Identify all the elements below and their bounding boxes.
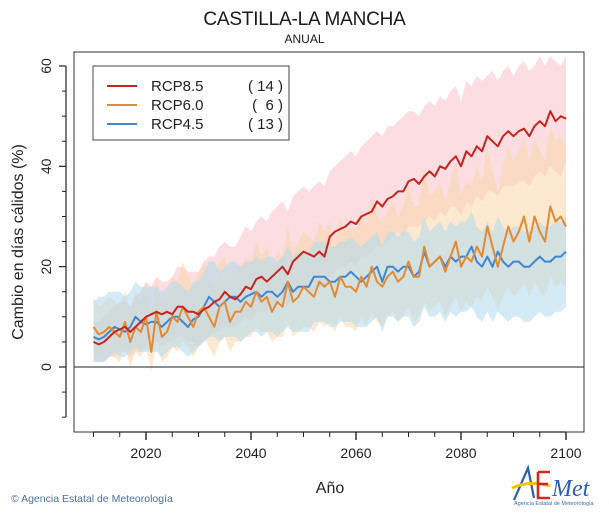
copyright-icon: ©: [11, 493, 19, 505]
y-axis-label: Cambio en días cálidos (%): [10, 144, 27, 340]
x-tick-label: 2080: [445, 445, 476, 461]
x-tick-label: 2100: [550, 445, 581, 461]
legend: RCP8.5 ( 14 ) RCP6.0 ( 6 ) RCP4.5 ( 13 ): [92, 65, 290, 141]
legend-label-rcp85: RCP8.5: [151, 78, 204, 95]
legend-count-rcp85: ( 14 ): [248, 78, 283, 95]
x-tick-label: 2020: [130, 445, 161, 461]
x-tick-label: 2060: [340, 445, 371, 461]
line-rcp60: [92, 205, 567, 353]
y-tick-label: 20: [38, 259, 54, 275]
chart-title: CASTILLA-LA MANCHA: [203, 9, 406, 30]
y-tick-label: 40: [38, 158, 54, 174]
x-axis-label: Año: [316, 480, 345, 497]
copyright-text: Agencia Estatal de Meteorología: [21, 493, 173, 505]
logo-subtext: Agencia Estatal de Meteorología: [514, 501, 594, 507]
y-tick-label: 0: [38, 363, 54, 371]
band-rcp45: [93, 211, 566, 362]
legend-label-rcp45: RCP4.5: [151, 116, 204, 133]
chart-subtitle: ANUAL: [284, 32, 325, 46]
series-lines: [92, 110, 567, 353]
y-tick-label: 60: [38, 58, 54, 74]
logo-text: Met: [551, 476, 591, 502]
logo-e-stroke: [536, 470, 550, 500]
aemet-logo: Met: [511, 464, 591, 502]
legend-count-rcp60: ( 6 ): [252, 97, 283, 114]
x-tick-label: 2040: [235, 445, 266, 461]
uncertainty-bands: [93, 56, 566, 372]
legend-label-rcp60: RCP6.0: [151, 97, 204, 114]
legend-count-rcp45: ( 13 ): [248, 116, 283, 133]
line-rcp85: [93, 110, 567, 346]
logo-a-stroke: [512, 464, 536, 501]
copyright-notice: © Agencia Estatal de Meteorología: [11, 493, 173, 505]
legend-box: [92, 65, 290, 141]
